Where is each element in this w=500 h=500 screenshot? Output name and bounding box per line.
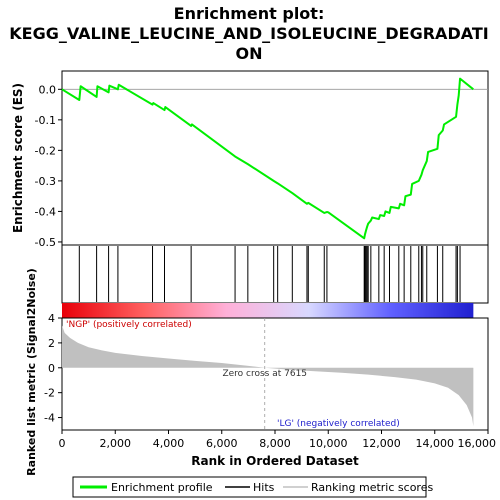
metric-y-tick-label: 4	[48, 312, 55, 325]
es-y-axis-label: Enrichment score (ES)	[11, 83, 25, 233]
x-tick-label: 4,000	[153, 437, 185, 450]
legend-label-ranking-metric: Ranking metric scores	[311, 481, 433, 494]
es-panel-frame	[61, 70, 489, 246]
metric-panel: Zero cross at 7615 'NGP' (positively cor…	[25, 268, 489, 476]
x-ticks: 0 2,000 4,000 6,000 8,000 10,000 12,000 14,000 1…	[59, 430, 497, 450]
es-y-tick-label: -0.4	[35, 205, 56, 218]
es-y-tick-label: -0.1	[35, 114, 56, 127]
enrichment-profile-line	[61, 77, 474, 240]
es-y-ticks: 0.0 -0.1 -0.2 -0.3 -0.4 -0.5	[35, 83, 62, 249]
metric-y-tick-label: -4	[44, 412, 55, 425]
es-panel: 0.0 -0.1 -0.2 -0.3 -0.4 -0.5 Enrichment score…	[11, 70, 489, 249]
metric-y-ticks: 4 2 0 -2 -4	[44, 312, 62, 425]
zero-cross-label: Zero cross at 7615	[222, 369, 307, 379]
x-tick-label: 0	[59, 437, 66, 450]
hits-panel	[61, 244, 489, 318]
chart-title-line-1: Enrichment plot:	[174, 4, 325, 23]
es-y-tick-label: 0.0	[39, 83, 57, 96]
hit-lines	[78, 246, 461, 302]
positive-label: 'NGP' (positively correlated)	[66, 320, 192, 330]
legend: Enrichment profile Hits Ranking metric s…	[72, 476, 433, 498]
x-tick-label: 12,000	[362, 437, 401, 450]
es-y-tick-label: -0.2	[35, 144, 56, 157]
es-y-tick-label: -0.3	[35, 175, 56, 188]
x-tick-label: 10,000	[309, 437, 348, 450]
chart-title-line-3: ON	[236, 44, 263, 63]
legend-label-enrichment-profile: Enrichment profile	[111, 481, 213, 494]
x-tick-label: 6,000	[206, 437, 238, 450]
ranking-metric-area	[62, 325, 474, 427]
ranking-colorbar	[62, 303, 474, 318]
es-y-tick-label: -0.5	[35, 236, 56, 249]
legend-label-hits: Hits	[253, 481, 275, 494]
chart-title-line-2: KEGG_VALINE_LEUCINE_AND_ISOLEUCINE_DEGRA…	[9, 24, 488, 43]
negative-label: 'LG' (negatively correlated)	[277, 419, 400, 429]
metric-y-tick-label: 2	[48, 337, 55, 350]
metric-y-tick-label: 0	[48, 362, 55, 375]
x-tick-label: 14,000	[416, 437, 455, 450]
hits-panel-frame	[61, 244, 489, 304]
metric-y-axis-label: Ranked list metric (Signal2Noise)	[25, 268, 38, 476]
x-axis-label: Rank in Ordered Dataset	[191, 454, 359, 468]
x-tick-label: 8,000	[259, 437, 291, 450]
x-tick-label: 16,000	[458, 437, 497, 450]
metric-y-tick-label: -2	[44, 387, 55, 400]
x-tick-label: 2,000	[100, 437, 132, 450]
